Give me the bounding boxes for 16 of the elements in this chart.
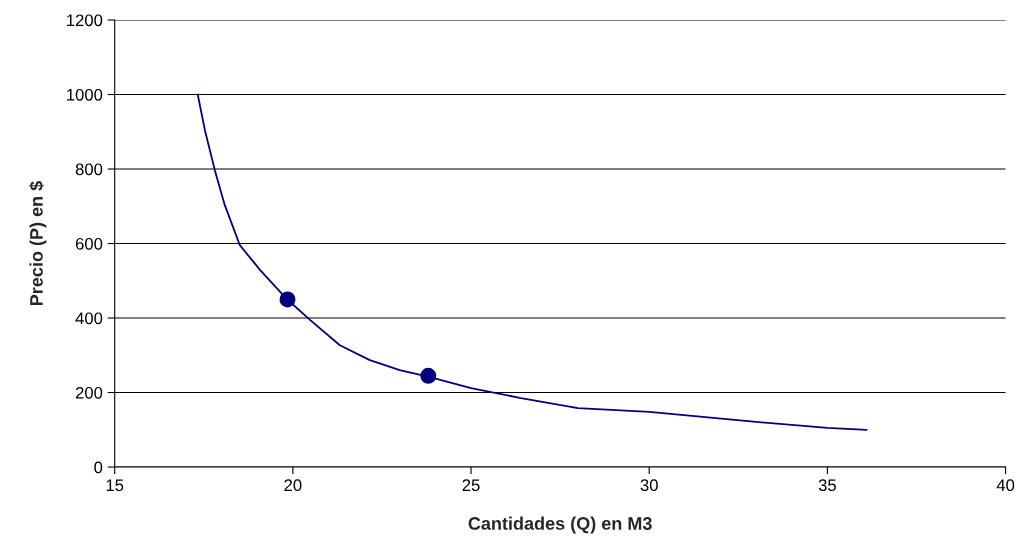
x-tick-label: 30 [640,479,658,492]
x-tick-label: 40 [996,479,1015,492]
y-tick-label: 1000 [67,88,103,101]
y-tick-label: 800 [75,163,103,176]
y-axis-title: Precio (P) en $ [29,181,47,306]
x-tick-label: 20 [284,479,302,492]
y-tick-label: 0 [94,461,103,474]
x-tick-label: 35 [818,479,836,492]
y-tick-label: 400 [75,312,103,325]
y-tick-label: 1200 [67,14,103,27]
x-tick-label: 15 [106,479,124,492]
x-tick-label: 25 [462,479,480,492]
y-tick-label: 600 [75,237,103,250]
y-tick-label: 200 [75,386,103,399]
line-series [196,93,868,431]
x-axis-title: Cantidades (Q) en M3 [468,516,652,534]
